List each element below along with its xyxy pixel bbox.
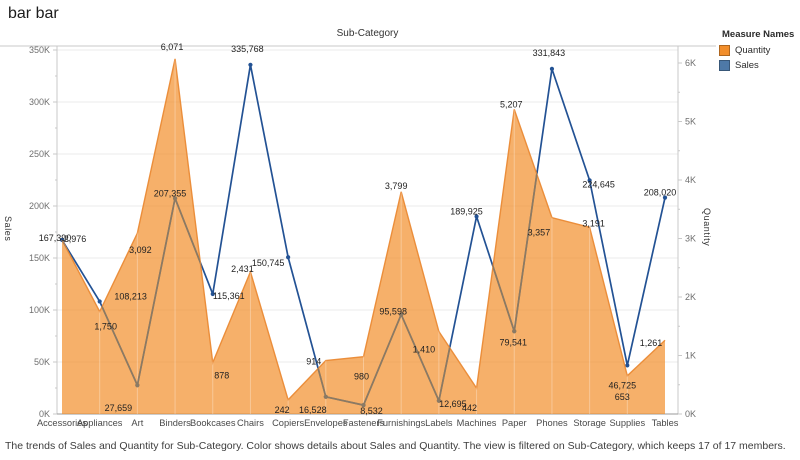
quantity-data-label: 3,191 <box>582 218 605 228</box>
quantity-area-edge <box>61 58 666 402</box>
quantity-data-label: 1,750 <box>94 322 117 332</box>
x-axis-category-label[interactable]: Binders <box>159 418 191 428</box>
quantity-data-label: 1,261 <box>640 338 663 348</box>
chart-title: Sub-Category <box>337 28 399 39</box>
x-axis-category-label[interactable]: Machines <box>457 418 497 428</box>
quantity-area[interactable] <box>62 58 665 415</box>
x-axis-category-label[interactable]: Supplies <box>609 418 645 428</box>
sales-data-label: 150,745 <box>252 258 285 268</box>
sales-data-label: 108,213 <box>114 291 147 301</box>
sales-data-label: 335,768 <box>231 44 264 54</box>
left-axis-tick-label: 50K <box>34 357 50 367</box>
sales-point-marker[interactable] <box>587 178 592 183</box>
x-axis-category-label[interactable]: Appliances <box>77 418 123 428</box>
legend: Measure Names Quantity Sales <box>716 29 794 75</box>
quantity-data-label: 3,357 <box>528 228 551 238</box>
legend-item-label: Quantity <box>735 45 771 56</box>
sales-point-marker[interactable] <box>549 66 555 71</box>
sales-point-marker[interactable] <box>248 62 253 67</box>
left-axis-tick-label: 0K <box>39 409 50 419</box>
left-axis-tick-label: 300K <box>29 97 50 107</box>
sales-point-marker[interactable] <box>286 255 291 260</box>
quantity-data-label: 442 <box>462 403 477 413</box>
right-axis-tick-label: 1K <box>685 351 696 361</box>
chart-plot-area[interactable]: 0K 50K 100K 150K 200K 250K 300K 350K 0K 1K 2K 3K 4K 5… <box>0 0 800 440</box>
sales-point-marker[interactable] <box>210 291 215 297</box>
x-axis-category-label[interactable]: Paper <box>502 418 527 428</box>
quantity-data-label: 878 <box>214 371 229 381</box>
x-axis-category-label[interactable]: Art <box>131 418 143 428</box>
sales-data-label: 46,725 <box>609 380 637 390</box>
right-axis-tick-label: 6K <box>685 58 696 68</box>
sales-data-label: 167,390 <box>39 233 72 243</box>
x-axis-category-label[interactable]: Fasteners <box>343 418 385 428</box>
sales-data-label: 331,843 <box>533 48 566 58</box>
left-axis-tick-label: 150K <box>29 253 50 263</box>
quantity-data-label: 914 <box>306 357 321 367</box>
right-axis-tick-label: 5K <box>685 117 696 127</box>
sales-data-label: 115,361 <box>213 291 245 301</box>
y-axis-title-quantity: Quantity <box>702 208 712 247</box>
x-axis-category-label[interactable]: Bookcases <box>190 418 236 428</box>
sales-data-label: 8,532 <box>360 406 383 416</box>
quantity-data-label: 242 <box>275 405 290 415</box>
sales-data-label: 27,659 <box>105 403 133 413</box>
x-axis-category-label[interactable]: Storage <box>573 418 606 428</box>
right-axis-tick-label: 3K <box>685 234 696 244</box>
sales-data-label: 12,695 <box>439 399 467 409</box>
quantity-data-label: 3,092 <box>129 245 152 255</box>
x-axis-category-label[interactable]: Furnishings <box>377 418 425 428</box>
sales-point-marker-muted <box>361 403 366 408</box>
left-axis-tick-label: 200K <box>29 201 50 211</box>
left-axis-tick-label: 250K <box>29 149 50 159</box>
chart-caption: The trends of Sales and Quantity for Sub… <box>5 440 786 452</box>
sales-data-label: 207,355 <box>154 188 187 198</box>
sales-point-marker[interactable] <box>662 195 668 200</box>
quantity-data-label: 6,071 <box>161 42 184 52</box>
left-axis-tick-label: 100K <box>29 305 50 315</box>
sales-point-marker[interactable] <box>625 363 630 368</box>
sales-point-marker-muted <box>399 312 404 317</box>
sales-point-marker-muted <box>323 394 328 399</box>
sales-data-label: 224,645 <box>582 179 615 189</box>
sales-data-label: 79,541 <box>499 337 527 347</box>
left-axis-tick-label: 350K <box>29 45 50 55</box>
page-title: bar bar <box>8 5 59 22</box>
x-axis-category-label[interactable]: Tables <box>652 418 679 428</box>
quantity-data-label: 2,431 <box>231 264 254 274</box>
sales-point-marker[interactable] <box>474 214 479 219</box>
quantity-swatch-icon <box>719 45 730 56</box>
sales-data-label: 95,598 <box>379 307 407 317</box>
sales-point-marker-muted <box>436 398 441 403</box>
x-axis-category-label[interactable]: Labels <box>425 418 453 428</box>
sales-point-marker-muted <box>135 383 140 388</box>
x-axis-category-label[interactable]: Envelopes <box>304 418 348 428</box>
sales-point-marker-muted <box>172 196 178 201</box>
quantity-data-label: 653 <box>615 392 630 402</box>
sales-data-label: 189,925 <box>450 206 483 216</box>
legend-title: Measure Names <box>722 29 795 40</box>
quantity-data-label: 5,207 <box>500 99 523 109</box>
right-axis-tick-label: 0K <box>685 409 696 419</box>
x-axis-category-label[interactable]: Accessories <box>37 418 87 428</box>
sales-point-marker[interactable] <box>97 299 102 304</box>
sales-data-label: 208,020 <box>644 188 677 198</box>
legend-item-label: Sales <box>735 60 759 71</box>
quantity-data-label: 980 <box>354 372 369 382</box>
legend-item-sales[interactable]: Sales <box>719 60 794 71</box>
x-axis-category-label[interactable]: Phones <box>536 418 568 428</box>
quantity-data-label: 1,410 <box>413 345 436 355</box>
sales-point-marker-muted <box>512 329 517 334</box>
right-axis-tick-label: 4K <box>685 175 696 185</box>
quantity-data-label: 2,976 <box>64 234 87 244</box>
quantity-data-label: 3,799 <box>385 181 408 191</box>
sales-swatch-icon <box>719 60 730 71</box>
y-axis-title-sales: Sales <box>3 216 13 242</box>
x-axis-category-label[interactable]: Chairs <box>237 418 264 428</box>
sales-data-label: 16,528 <box>299 405 327 415</box>
legend-item-quantity[interactable]: Quantity <box>719 45 794 56</box>
x-axis-category-label[interactable]: Copiers <box>272 418 304 428</box>
right-axis-tick-label: 2K <box>685 292 696 302</box>
